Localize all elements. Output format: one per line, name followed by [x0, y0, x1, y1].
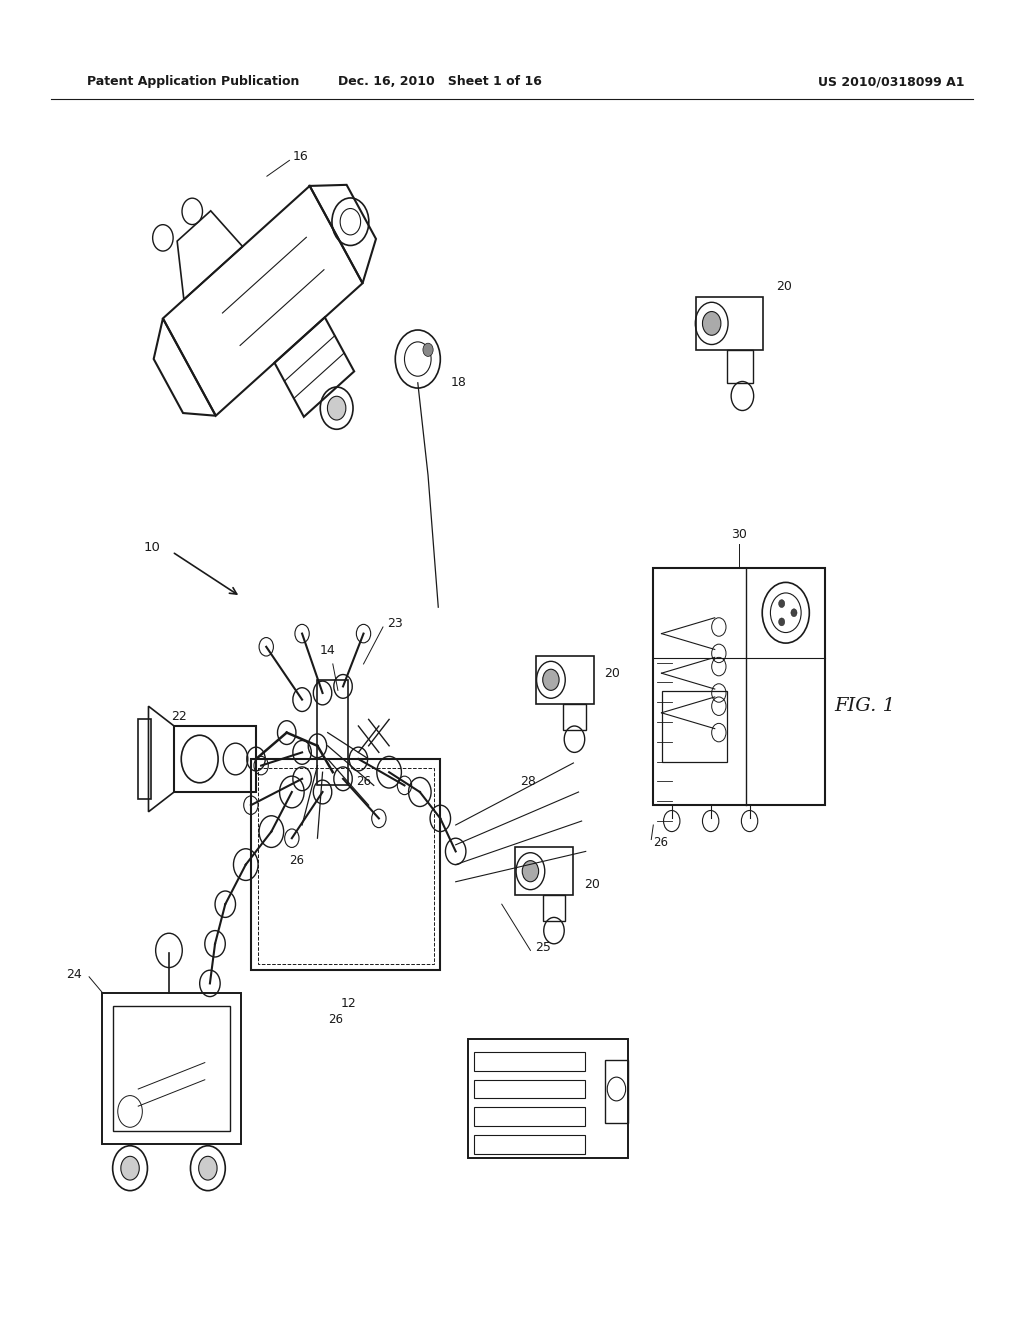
Text: 16: 16	[293, 150, 308, 162]
Bar	[258, 768, 434, 964]
Text: 22: 22	[171, 710, 187, 723]
Bar	[468, 1039, 628, 1158]
Text: 30: 30	[731, 528, 748, 541]
Text: 18: 18	[451, 376, 467, 389]
Text: US 2010/0318099 A1: US 2010/0318099 A1	[817, 75, 965, 88]
Circle shape	[778, 599, 784, 607]
Text: 10: 10	[143, 541, 160, 554]
Text: 14: 14	[319, 644, 336, 657]
Circle shape	[778, 618, 784, 626]
Text: 28: 28	[520, 775, 537, 788]
Bar	[662, 692, 727, 763]
Text: 24: 24	[67, 968, 82, 981]
Circle shape	[199, 1156, 217, 1180]
Bar	[474, 1080, 585, 1098]
Bar	[174, 726, 256, 792]
Bar	[605, 1060, 628, 1123]
Circle shape	[522, 861, 539, 882]
Circle shape	[543, 669, 559, 690]
Text: 26: 26	[653, 836, 669, 849]
Text: FIG. 1: FIG. 1	[835, 697, 896, 715]
Text: 26: 26	[356, 775, 372, 788]
Text: 20: 20	[584, 878, 600, 891]
Bar	[317, 680, 348, 785]
Bar	[474, 1135, 585, 1154]
Text: 26: 26	[329, 1012, 343, 1026]
Circle shape	[791, 609, 797, 616]
Text: 26: 26	[289, 854, 304, 867]
Bar	[474, 1107, 585, 1126]
Text: 25: 25	[536, 941, 552, 954]
Circle shape	[121, 1156, 139, 1180]
Bar	[543, 895, 565, 921]
Text: Patent Application Publication: Patent Application Publication	[87, 75, 299, 88]
Circle shape	[702, 312, 721, 335]
Bar	[727, 350, 753, 383]
Bar	[138, 719, 151, 799]
Bar	[563, 704, 586, 730]
Bar	[251, 759, 440, 970]
Circle shape	[423, 343, 433, 356]
Text: Dec. 16, 2010   Sheet 1 of 16: Dec. 16, 2010 Sheet 1 of 16	[338, 75, 543, 88]
Bar	[102, 993, 241, 1144]
Bar	[653, 568, 825, 805]
Text: 20: 20	[604, 667, 621, 680]
Bar	[474, 1052, 585, 1071]
Text: 20: 20	[776, 280, 793, 293]
Text: 12: 12	[340, 997, 356, 1010]
Bar	[113, 1006, 230, 1131]
Circle shape	[328, 396, 346, 420]
Text: 23: 23	[387, 616, 402, 630]
